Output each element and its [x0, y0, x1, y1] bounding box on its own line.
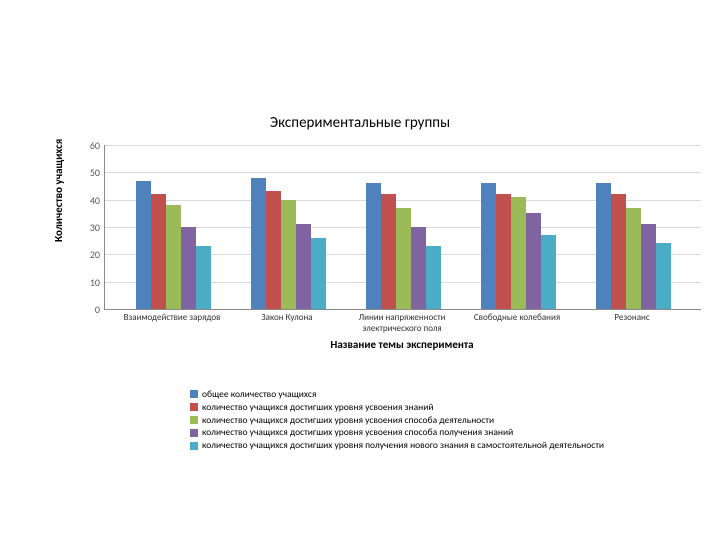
bar: [411, 227, 426, 309]
legend-label: количество учащихся достигших уровня усв…: [202, 426, 513, 439]
bar: [151, 194, 166, 309]
legend-item: количество учащихся достигших уровня усв…: [190, 401, 604, 414]
bar: [136, 181, 151, 309]
bar: [281, 200, 296, 309]
y-tick-label: 40: [80, 194, 100, 207]
legend-swatch: [190, 442, 198, 450]
legend-label: количество учащихся достигших уровня усв…: [202, 414, 494, 427]
bar: [426, 246, 441, 309]
x-tick-label: Закон Кулона: [227, 312, 347, 323]
legend-swatch: [190, 416, 198, 424]
bar: [496, 194, 511, 309]
grid-line: [105, 145, 701, 146]
bar: [511, 197, 526, 309]
plot-area: [104, 145, 701, 310]
bar: [611, 194, 626, 309]
bar: [626, 208, 641, 309]
legend-label: количество учащихся достигших уровня усв…: [202, 401, 434, 414]
legend-item: количество учащихся достигших уровня усв…: [190, 414, 604, 427]
legend-item: общее количество учащихся: [190, 388, 604, 401]
chart-title: Экспериментальные группы: [0, 114, 720, 132]
legend-item: количество учащихся достигших уровня пол…: [190, 439, 604, 452]
y-tick-label: 60: [80, 139, 100, 152]
legend-swatch: [190, 429, 198, 437]
legend-item: количество учащихся достигших уровня усв…: [190, 426, 604, 439]
y-tick-label: 30: [80, 221, 100, 234]
legend: общее количество учащихсяколичество учащ…: [190, 388, 604, 452]
chart-container: Экспериментальные группы Количество учащ…: [0, 0, 720, 540]
x-tick-label: Линии напряженности электрического поля: [342, 312, 462, 334]
bar: [166, 205, 181, 309]
x-tick-label: Свободные колебания: [457, 312, 577, 323]
bar: [296, 224, 311, 309]
y-tick-label: 20: [80, 248, 100, 261]
bar: [541, 235, 556, 309]
y-axis-label: Количество учащихся: [52, 139, 65, 242]
bar: [641, 224, 656, 309]
y-tick-label: 50: [80, 166, 100, 179]
legend-swatch: [190, 403, 198, 411]
legend-label: общее количество учащихся: [202, 388, 316, 401]
bar: [196, 246, 211, 309]
y-tick-label: 0: [80, 303, 100, 316]
bar: [251, 178, 266, 309]
bar: [311, 238, 326, 309]
x-tick-label: Взаимодействие зарядов: [112, 312, 232, 323]
legend-label: количество учащихся достигших уровня пол…: [202, 439, 604, 452]
bar: [396, 208, 411, 309]
bar: [481, 183, 496, 309]
bar: [656, 243, 671, 309]
bar: [381, 194, 396, 309]
x-axis-label: Название темы эксперимента: [104, 338, 700, 351]
x-tick-label: Резонанс: [572, 312, 692, 323]
grid-line: [105, 172, 701, 173]
legend-swatch: [190, 390, 198, 398]
bar: [181, 227, 196, 309]
bar: [526, 213, 541, 309]
bar: [366, 183, 381, 309]
bar: [596, 183, 611, 309]
y-tick-label: 10: [80, 276, 100, 289]
bar: [266, 191, 281, 309]
